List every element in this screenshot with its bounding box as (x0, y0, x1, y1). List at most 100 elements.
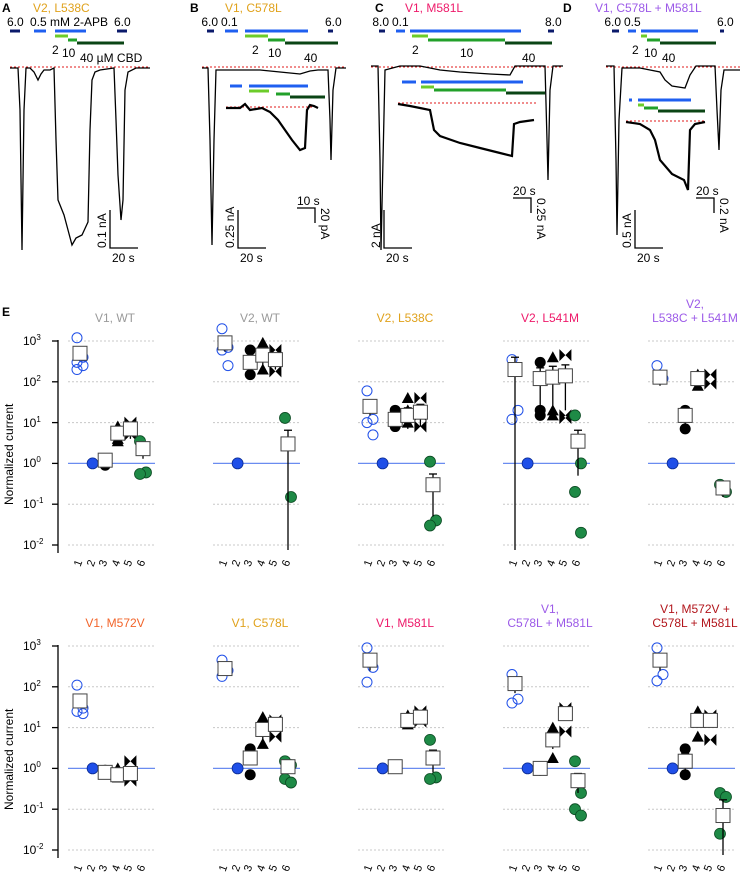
point-green-circle (575, 526, 587, 539)
scale-bar-c (383, 210, 412, 249)
point-filled-blue-circle (231, 762, 244, 775)
point-black-circle (534, 356, 546, 368)
mean-marker (702, 712, 718, 728)
point-green-circle (575, 787, 587, 799)
mean-marker (280, 759, 296, 775)
cbd-2-label-b: 2 (252, 43, 259, 57)
current-trace-a (10, 66, 150, 251)
mean-marker (387, 759, 403, 775)
scale-y-label-d: 0.5 nA (620, 213, 634, 248)
y-tick-label: 10-1 (23, 801, 44, 817)
y-tick-label: 101 (23, 719, 41, 735)
inset-scale-x-label-b: 10 s (297, 194, 320, 208)
y-tick-label: 102 (23, 678, 41, 694)
point-green-circle (424, 773, 436, 785)
inset-current-trace-d (625, 120, 706, 191)
cbd-40-label-d: 40 (662, 51, 676, 65)
point-triangle (111, 435, 124, 447)
mean-marker (217, 661, 233, 677)
point-triangle (546, 351, 559, 363)
mean-marker (507, 676, 523, 692)
point-bowtie (559, 725, 572, 738)
point-bowtie (269, 365, 282, 378)
cbd-10-label-c: 10 (460, 46, 474, 60)
inset-scale-y-label-d: 0.2 nA (717, 198, 731, 233)
point-green-circle (569, 486, 581, 498)
plot-title: C578L + M581L (507, 616, 593, 630)
inset-scale-bar-b (297, 207, 316, 223)
mean-marker (97, 764, 113, 780)
mean-marker (557, 368, 573, 384)
scale-bar-a (109, 210, 138, 249)
cbd-10-label-d: 10 (644, 46, 658, 60)
point-open-circle (71, 364, 83, 376)
mean-marker (267, 716, 283, 732)
trace-title-b: V1, C578L (225, 1, 282, 15)
cbd-10-label-a: 10 (62, 46, 76, 60)
panel-letter-c: C (375, 1, 384, 15)
plot-title: V1, C578L (231, 616, 289, 630)
y-tick-label: 10-2 (23, 537, 44, 552)
point-triangle (256, 336, 269, 348)
point-open-circle (506, 413, 518, 425)
apb-label-a: 0.5 mM 2-APB (30, 15, 109, 29)
point-triangle (546, 751, 559, 763)
mean-marker (242, 354, 258, 370)
point-black-circle (244, 344, 256, 356)
scale-y-label-a: 0.1 nA (95, 213, 109, 248)
point-open-circle (651, 642, 663, 654)
point-open-circle (71, 679, 83, 691)
current-trace-c (371, 65, 563, 251)
mean-marker (652, 652, 668, 668)
point-filled-blue-circle (666, 457, 679, 470)
cbd-40-label-b: 40 (304, 51, 318, 65)
y-tick-label: 103 (23, 638, 41, 653)
scale-y-label-b: 0.25 nA (223, 206, 237, 248)
scale-x-label-d: 20 s (637, 251, 660, 265)
mean-marker (242, 750, 258, 766)
cbd-2-label-c: 2 (412, 43, 419, 57)
mean-marker (715, 480, 731, 496)
point-green-circle (424, 733, 436, 746)
point-open-circle (77, 708, 89, 720)
trace-title-c: V1, M581L (405, 1, 464, 15)
mean-marker (217, 335, 233, 351)
y-tick-label: 10-2 (23, 842, 44, 857)
cbd-2-label-d: 2 (632, 43, 639, 57)
ph-label-start-d: 6.0 (604, 15, 621, 29)
apb-label-c: 0.1 (392, 15, 409, 29)
point-filled-blue-circle (376, 457, 389, 470)
apb-label-b: 0.1 (221, 15, 238, 29)
point-bowtie (704, 733, 717, 746)
point-black-circle (244, 769, 256, 781)
mean-marker (72, 693, 88, 709)
scale-x-label-b: 20 s (240, 251, 263, 265)
mean-marker (412, 709, 428, 725)
point-open-circle (651, 675, 663, 687)
point-filled-blue-circle (666, 762, 679, 775)
point-triangle (256, 363, 269, 375)
point-black-circle (244, 369, 256, 381)
mean-marker (715, 808, 731, 824)
point-bowtie (124, 755, 137, 768)
plot-title: V1, M572V + (660, 602, 730, 616)
plot-title: V2, (685, 297, 705, 311)
cbd-40-label-a: 40 µM CBD (80, 51, 143, 65)
plot-title: V1, M572V (85, 616, 145, 630)
point-black-circle (679, 423, 691, 435)
point-open-circle (657, 669, 669, 681)
mean-marker (690, 712, 706, 728)
inset-scale-y-label-b: 20 pA (318, 208, 332, 240)
point-triangle (256, 711, 269, 723)
scale-bar-d (634, 210, 663, 249)
ph-label-end-a: 6.0 (114, 15, 131, 29)
point-open-circle (361, 385, 373, 397)
point-triangle (546, 721, 559, 733)
mean-marker (255, 721, 271, 737)
point-bowtie (559, 411, 572, 424)
y-tick-label: 100 (23, 455, 41, 471)
mean-marker (387, 411, 403, 427)
point-black-circle (534, 409, 546, 421)
scale-bar-b (237, 210, 266, 249)
